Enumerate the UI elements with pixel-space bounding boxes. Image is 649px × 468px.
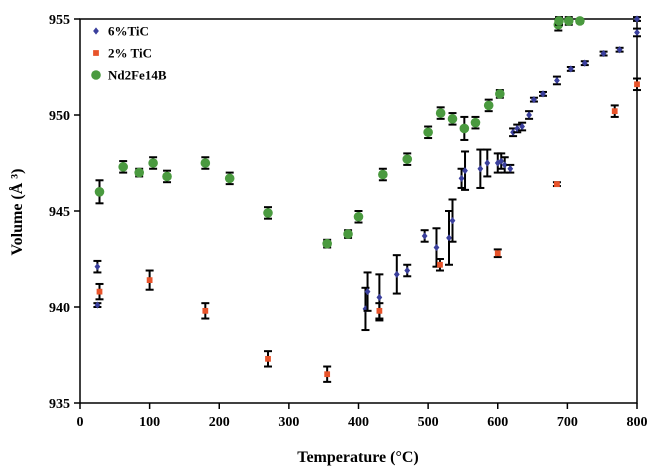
legend-label: 6%TiC [108, 24, 149, 39]
x-axis-title: Temperature (°C) [297, 449, 418, 466]
legend-marker [91, 70, 101, 80]
x-axis: 0 100 200 300 400 500 600 700 800 [77, 403, 648, 430]
data-point [554, 76, 560, 85]
data-point [96, 288, 103, 295]
data-point [263, 208, 273, 218]
data-point [433, 243, 440, 252]
legend-marker [93, 27, 99, 35]
x-tick-label: 700 [557, 415, 578, 430]
data-point [507, 165, 514, 173]
data-point [495, 89, 505, 99]
y-tick-label: 955 [49, 13, 70, 28]
y-axis: 935 940 945 950 955 [49, 13, 80, 412]
data-point [462, 167, 468, 175]
legend: 6%TiC 2% TiC Nd2Fe14B [91, 24, 167, 83]
x-tick-label: 0 [77, 415, 84, 430]
data-point [575, 16, 585, 26]
legend-label: 2% TiC [108, 46, 152, 61]
data-point [459, 123, 470, 134]
data-point [611, 108, 618, 115]
data-point [634, 28, 640, 37]
data-point [376, 307, 383, 314]
data-point [94, 301, 101, 309]
data-point [483, 100, 494, 111]
data-point [94, 187, 105, 197]
x-tick-label: 100 [139, 415, 160, 430]
data-point [324, 371, 331, 378]
y-tick-label: 950 [49, 109, 70, 124]
data-point [510, 128, 516, 136]
y-tick-label: 945 [49, 205, 70, 220]
data-point [458, 174, 465, 182]
x-tick-label: 500 [418, 415, 439, 430]
data-point [162, 171, 172, 182]
series-2-tic [95, 77, 641, 383]
data-point [540, 90, 546, 98]
data-point [200, 158, 211, 168]
data-point [404, 266, 411, 275]
data-point [134, 167, 144, 178]
series-nd2fe14b [94, 16, 585, 249]
data-point [322, 238, 332, 249]
data-point [634, 15, 640, 23]
data-point [600, 49, 607, 58]
data-point [554, 16, 564, 26]
data-point [146, 277, 153, 283]
data-point [265, 355, 271, 362]
data-point [531, 96, 537, 104]
x-tick-label: 300 [278, 415, 299, 430]
data-point [378, 169, 388, 180]
data-point [118, 162, 128, 172]
y-tick-label: 935 [49, 397, 70, 412]
data-point [554, 181, 560, 187]
data-point [477, 165, 484, 173]
series-6-tic [93, 15, 641, 332]
data-marks [93, 15, 641, 383]
data-point [435, 108, 446, 118]
data-point [526, 111, 532, 119]
data-point [634, 81, 640, 88]
data-point [421, 232, 428, 240]
x-tick-label: 400 [348, 415, 369, 430]
data-point [148, 158, 158, 168]
data-point [470, 117, 481, 128]
data-point [402, 154, 413, 164]
data-point [447, 114, 458, 124]
data-point [393, 270, 400, 278]
data-point [423, 127, 433, 138]
data-point [563, 16, 574, 26]
data-point [484, 159, 491, 167]
data-point [376, 293, 383, 301]
data-point [581, 59, 588, 67]
data-point [364, 288, 371, 296]
y-axis-title: Volume (Å ³) [8, 169, 26, 256]
y-tick-label: 940 [49, 301, 70, 316]
data-point [343, 229, 353, 239]
data-point [437, 261, 443, 268]
data-point [224, 173, 235, 184]
data-point [501, 161, 508, 169]
data-point [498, 157, 505, 165]
data-point [567, 65, 574, 73]
data-point [449, 217, 456, 225]
legend-marker [93, 50, 99, 56]
legend-label: Nd2Fe14B [108, 68, 167, 83]
data-point [202, 307, 209, 314]
x-tick-label: 600 [487, 415, 508, 430]
x-tick-label: 200 [209, 415, 230, 430]
data-point [446, 234, 452, 242]
data-point [494, 250, 501, 257]
data-point [519, 122, 525, 131]
data-point [353, 211, 364, 222]
data-point [616, 46, 623, 54]
data-point [94, 263, 101, 271]
x-tick-label: 800 [627, 415, 648, 430]
